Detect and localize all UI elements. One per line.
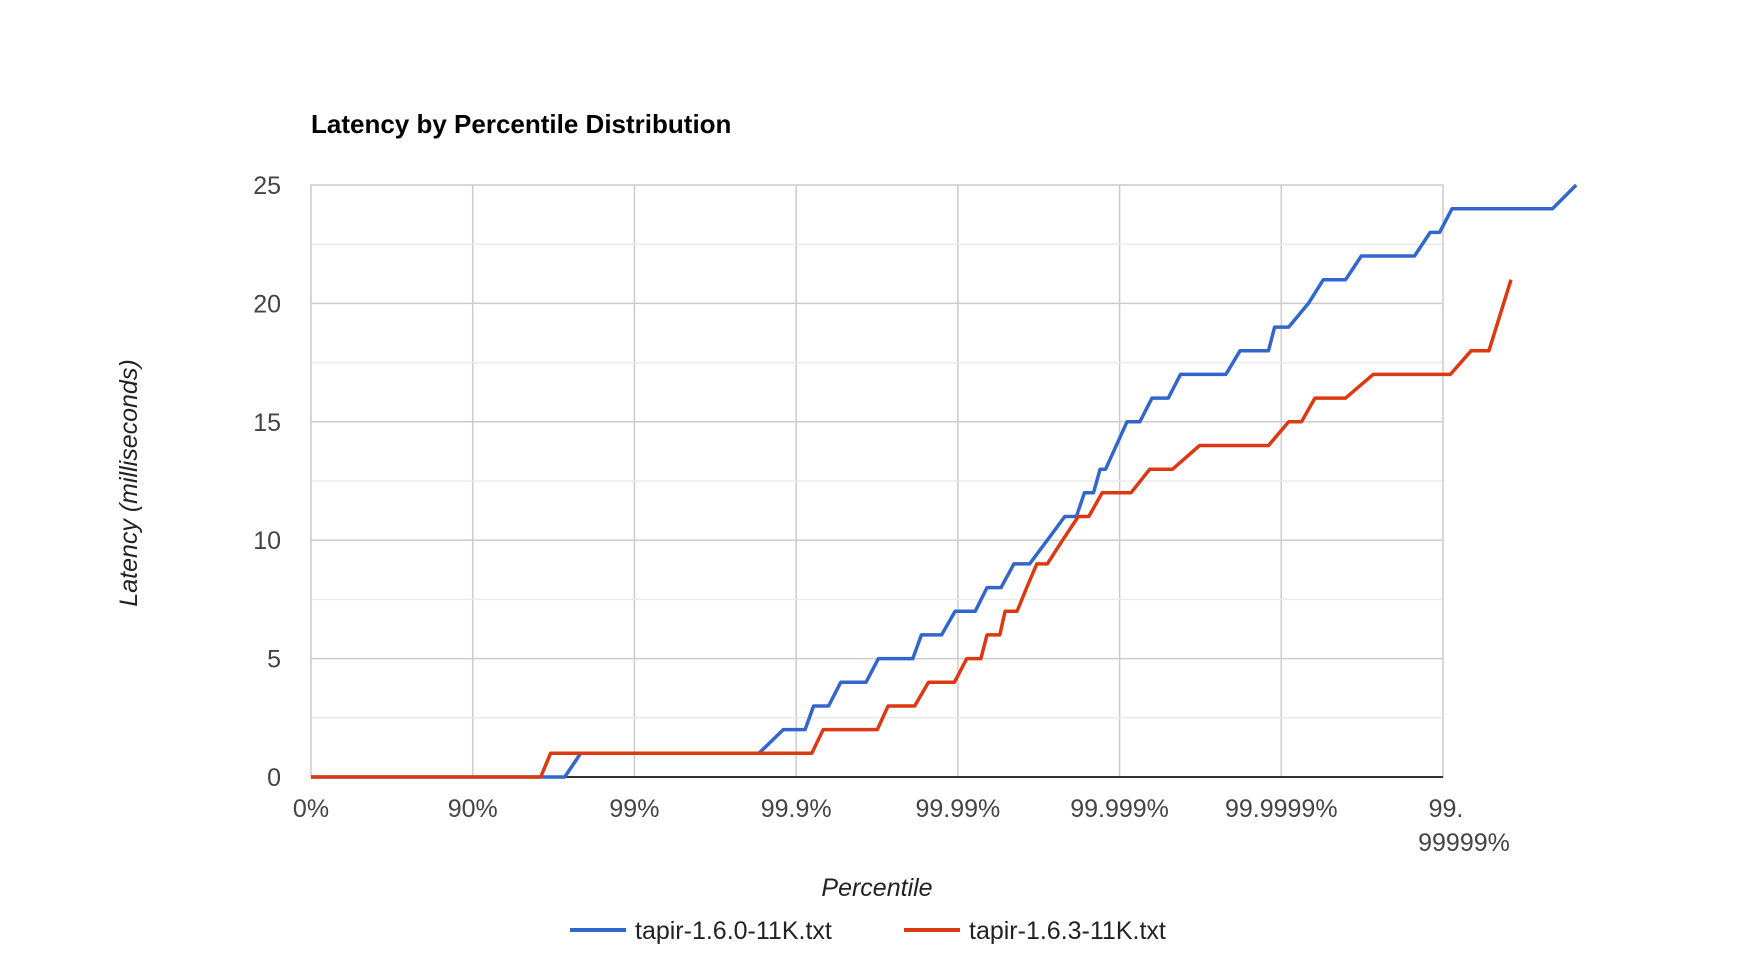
series-line-2 xyxy=(311,279,1513,779)
x-tick-label: 99% xyxy=(609,795,659,823)
x-axis-tick-labels: 0% 90% 99% 99.9% 99.99% 99.999% 99.9999% 99. 999… xyxy=(293,795,1510,857)
y-tick-label: 25 xyxy=(253,172,281,200)
x-tick-label: 0% xyxy=(293,795,329,823)
x-tick-label: 90% xyxy=(448,795,498,823)
y-axis-title: Latency (milliseconds) xyxy=(115,359,143,606)
y-tick-label: 10 xyxy=(253,527,281,555)
y-tick-label: 15 xyxy=(253,409,281,437)
y-tick-label: 20 xyxy=(253,290,281,318)
x-axis-title: Percentile xyxy=(821,874,932,902)
chart-title: Latency by Percentile Distribution xyxy=(311,109,731,139)
legend-label: tapir-1.6.3-11K.txt xyxy=(969,917,1166,945)
x-tick-label: 99. 99999% xyxy=(1418,795,1510,857)
x-tick-label: 99.999% xyxy=(1070,795,1169,823)
y-axis-tick-labels: 0 5 10 15 20 25 xyxy=(253,172,281,792)
series-line-1 xyxy=(311,183,1578,779)
y-tick-label: 0 xyxy=(267,764,281,792)
legend: tapir-1.6.0-11K.txt tapir-1.6.3-11K.txt xyxy=(570,917,1166,945)
x-tick-label: 99.99% xyxy=(915,795,1000,823)
x-tick-label: 99.9999% xyxy=(1225,795,1338,823)
x-tick-label: 99.9% xyxy=(761,795,832,823)
series-lines xyxy=(311,183,1578,779)
y-tick-label: 5 xyxy=(267,646,281,674)
grid-lines xyxy=(311,185,1443,777)
legend-label: tapir-1.6.0-11K.txt xyxy=(635,917,832,945)
